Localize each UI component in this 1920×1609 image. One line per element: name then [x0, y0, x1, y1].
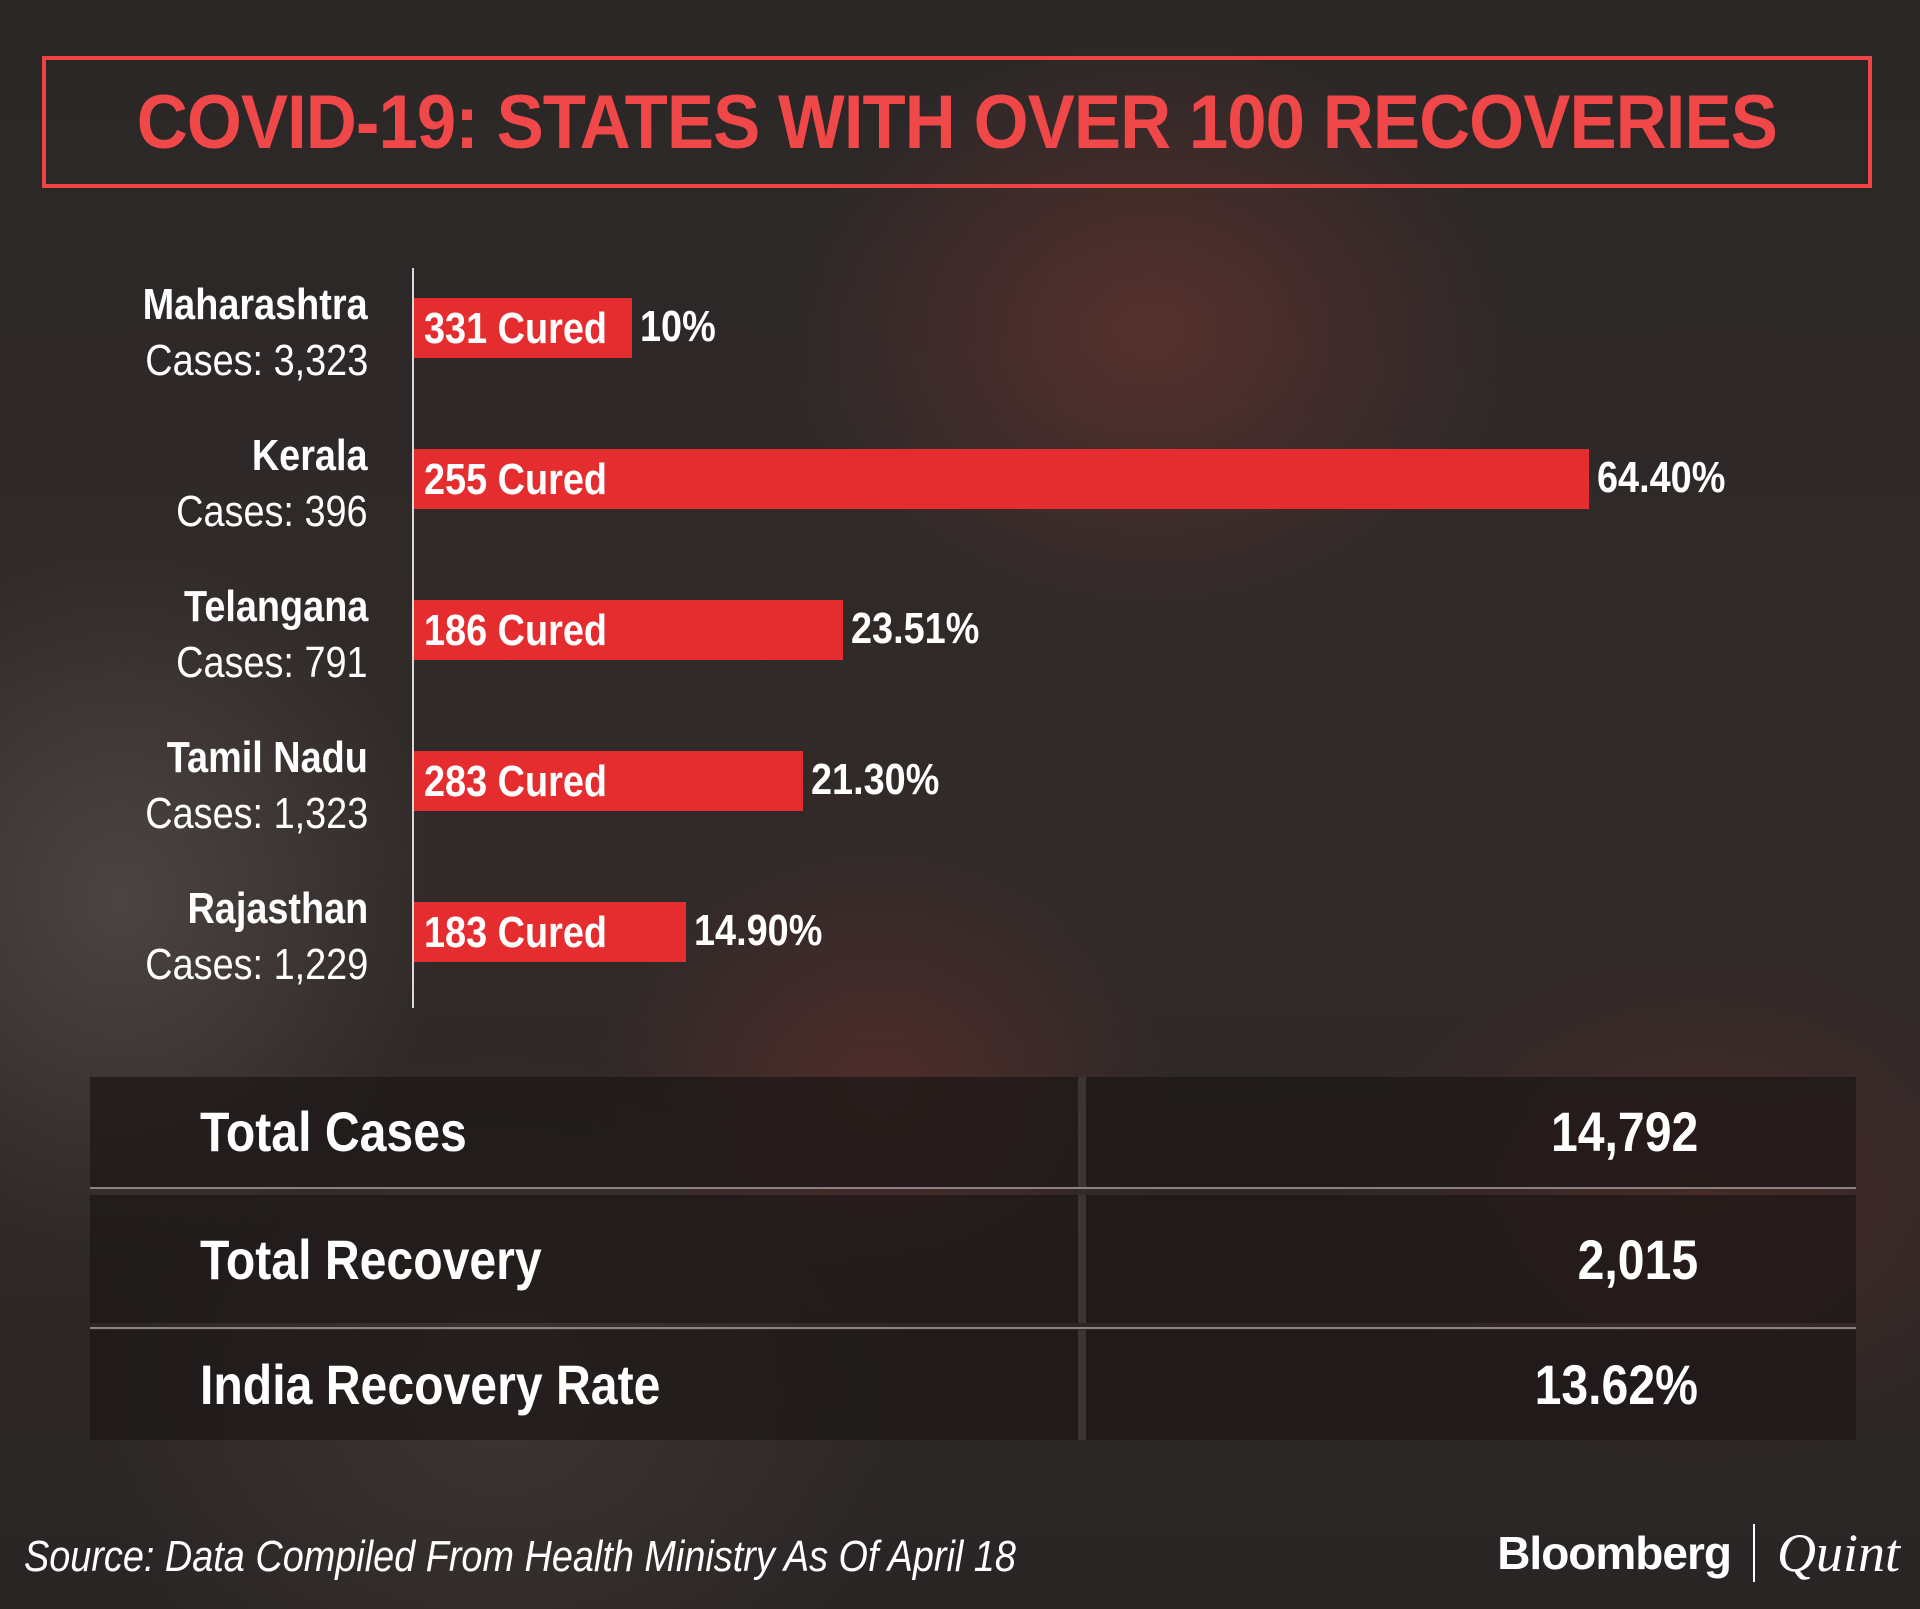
category-label: Tamil Nadu: [166, 733, 368, 782]
summary-value: 14,792: [1550, 1100, 1698, 1163]
cases-label: Cases: 1,229: [145, 940, 368, 989]
bar-cured-label: 183 Cured: [424, 908, 607, 957]
summary-row-total-cases: Total Cases 14,792: [90, 1077, 1856, 1187]
cases-label: Cases: 1,323: [145, 789, 368, 838]
bar-value-label: 10%: [640, 302, 716, 351]
bar-row: Telangana Cases: 791 186 Cured 23.51%: [0, 582, 1920, 722]
brand-logo: Bloomberg Quint: [1497, 1520, 1900, 1586]
bar: 331 Cured: [414, 298, 632, 358]
summary-row-recovery-rate: India Recovery Rate 13.62%: [90, 1330, 1856, 1440]
brand-bloomberg: Bloomberg: [1497, 1527, 1732, 1579]
bar-value-label: 21.30%: [810, 755, 939, 804]
bar-cured-label: 186 Cured: [424, 606, 607, 655]
summary-label: Total Cases: [200, 1100, 467, 1163]
row-divider: [90, 1187, 1856, 1189]
source-note: Source: Data Compiled From Health Minist…: [24, 1532, 1016, 1581]
bar: 283 Cured: [414, 751, 803, 811]
bar-cured-label: 331 Cured: [424, 304, 607, 353]
bar-cured-label: 255 Cured: [424, 455, 607, 504]
bar: 255 Cured: [414, 449, 1589, 509]
brand-separator: [1752, 1524, 1755, 1582]
summary-label: Total Recovery: [200, 1228, 542, 1291]
summary-label: India Recovery Rate: [200, 1353, 661, 1416]
bar-row: Tamil Nadu Cases: 1,323 283 Cured 21.30%: [0, 733, 1920, 873]
chart-title: COVID-19: STATES WITH OVER 100 RECOVERIE…: [136, 79, 1778, 165]
cases-label: Cases: 396: [176, 487, 368, 536]
category-label: Telangana: [183, 582, 368, 631]
summary-row-total-recovery: Total Recovery 2,015: [90, 1195, 1856, 1323]
summary-value: 13.62%: [1534, 1353, 1698, 1416]
cases-label: Cases: 791: [176, 638, 368, 687]
title-box: COVID-19: STATES WITH OVER 100 RECOVERIE…: [42, 56, 1872, 188]
category-label: Maharashtra: [142, 280, 368, 329]
bar: 183 Cured: [414, 902, 686, 962]
category-label: Rajasthan: [187, 884, 368, 933]
summary-value: 2,015: [1577, 1228, 1698, 1291]
summary-table: Total Cases 14,792 Total Recovery 2,015 …: [90, 1077, 1856, 1440]
bar-value-label: 23.51%: [850, 604, 980, 653]
bar-row: Maharashtra Cases: 3,323 331 Cured 10%: [0, 280, 1920, 420]
brand-quint: Quint: [1776, 1523, 1900, 1583]
bar-row: Kerala Cases: 396 255 Cured 64.40%: [0, 431, 1920, 571]
category-label: Kerala: [252, 431, 368, 480]
bar-value-label: 64.40%: [1597, 453, 1726, 502]
y-axis-line: [412, 268, 414, 1008]
row-divider: [90, 1327, 1856, 1329]
column-divider: [1078, 1195, 1086, 1323]
column-divider: [1078, 1077, 1086, 1187]
bar-row: Rajasthan Cases: 1,229 183 Cured 14.90%: [0, 884, 1920, 1024]
column-divider: [1078, 1330, 1086, 1440]
bar-value-label: 14.90%: [693, 906, 823, 955]
bar-cured-label: 283 Cured: [424, 757, 607, 806]
bar: 186 Cured: [414, 600, 843, 660]
cases-label: Cases: 3,323: [145, 336, 368, 385]
